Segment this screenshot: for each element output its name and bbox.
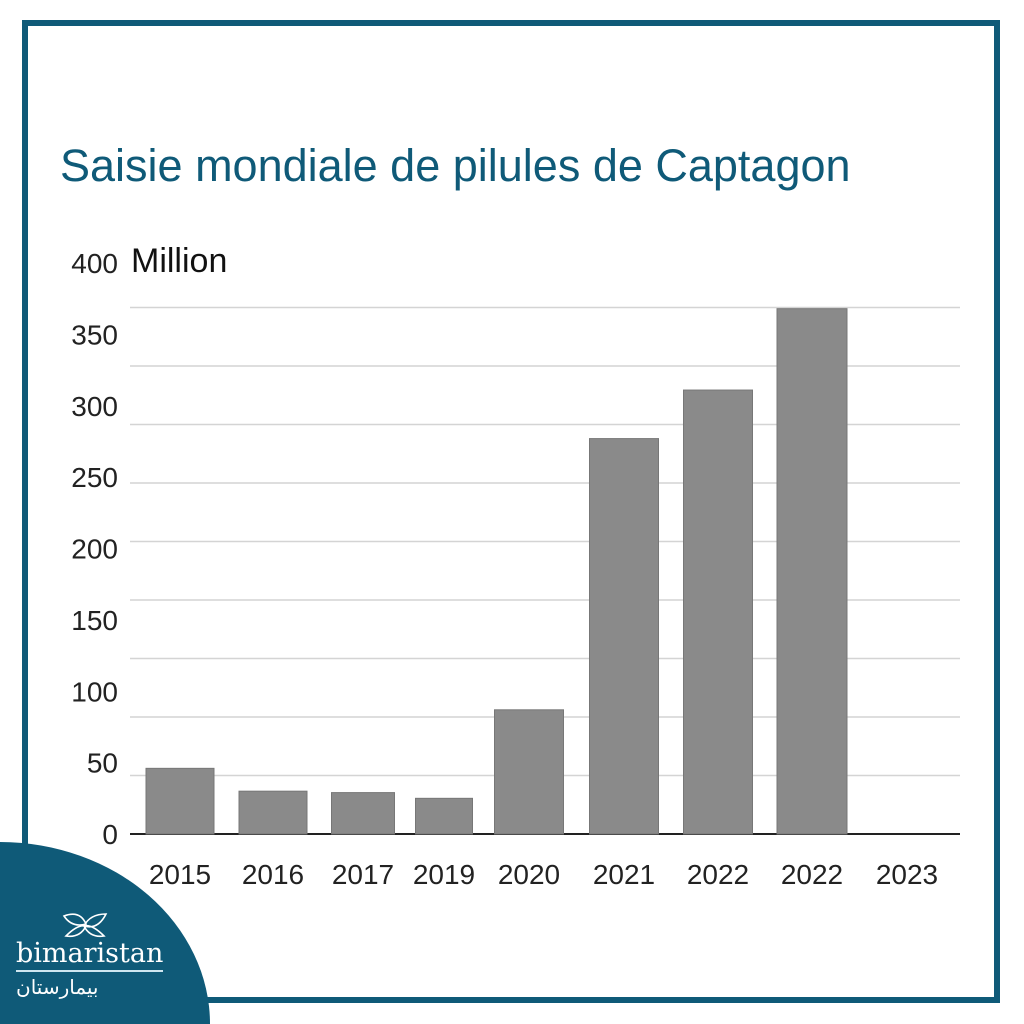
chart-title: Saisie mondiale de pilules de Captagon [60,140,851,191]
x-tick-label: 2022 [687,859,749,890]
bar [238,790,308,835]
y-tick-label: 200 [71,534,118,565]
x-tick-label: 2022 [781,859,843,890]
bar [494,709,564,835]
x-tick-label: 2021 [593,859,655,890]
y-tick-label: 300 [71,391,118,422]
x-tick-label: 2017 [332,859,394,890]
x-tick-label: 2015 [149,859,211,890]
bar [415,797,473,835]
y-tick-label: 350 [71,319,118,350]
y-tick-label: 50 [87,748,118,779]
bar [776,308,848,835]
y-axis-label: Million [131,242,228,280]
logo-wordmark-arabic: بيمارستان [16,975,99,999]
bar [145,767,215,835]
y-tick-label: 0 [102,819,118,850]
x-tick-label: 2019 [413,859,475,890]
logo-wordmark: bimaristan [16,938,164,972]
bar [589,438,659,835]
x-tick-label: 2020 [498,859,560,890]
x-tick-label: 2023 [876,859,938,890]
y-tick-label: 100 [71,676,118,707]
bar [331,792,395,835]
y-tick-label: 250 [71,462,118,493]
x-tick-label: 2016 [242,859,304,890]
butterfly-leaf-icon [62,913,108,938]
chart-frame [22,20,1000,1003]
bar [683,389,753,835]
y-tick-label: 150 [71,605,118,636]
y-tick-label: 400 [71,248,118,279]
